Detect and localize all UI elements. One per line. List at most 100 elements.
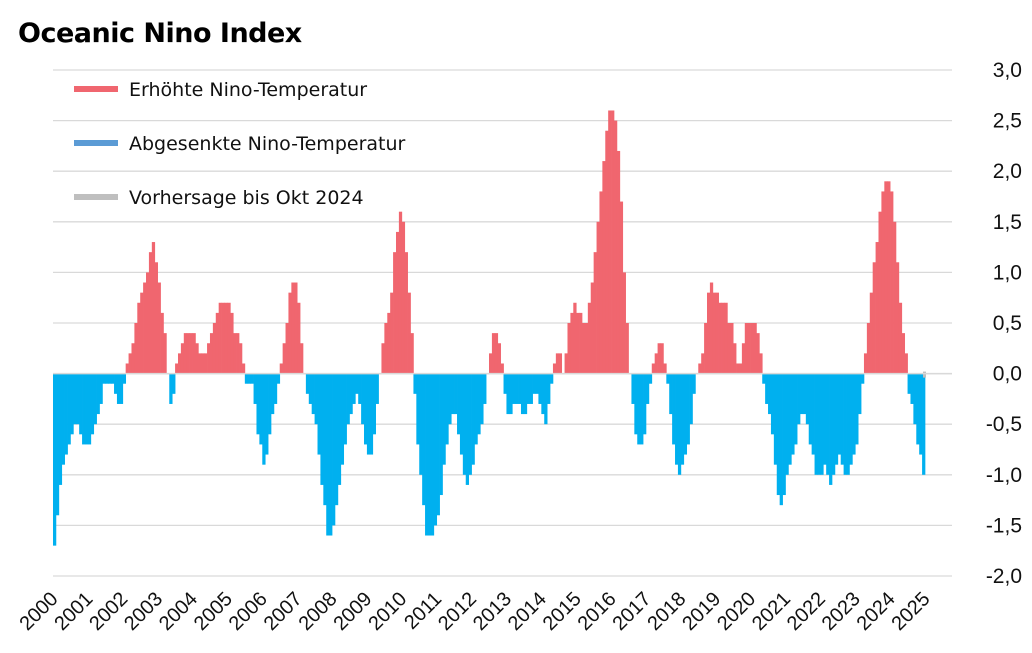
bar — [172, 373, 176, 394]
bar — [808, 373, 812, 445]
bar — [823, 373, 827, 465]
bar — [209, 333, 214, 374]
bar — [387, 312, 391, 374]
legend: Erhöhte Nino-Temperatur Abgesenkte Nino-T… — [74, 79, 406, 209]
bar — [276, 373, 281, 384]
bar — [884, 181, 888, 374]
bar — [413, 373, 417, 394]
bar — [858, 373, 862, 415]
bar — [448, 373, 452, 425]
bar — [750, 323, 754, 374]
bar — [582, 323, 586, 374]
bar — [70, 373, 74, 435]
bar — [785, 373, 789, 475]
bar — [829, 373, 833, 485]
bar — [192, 333, 196, 374]
bar — [654, 353, 658, 374]
bar — [224, 302, 228, 374]
y-tick-label: 1,0 — [993, 261, 1022, 284]
bar — [489, 353, 493, 374]
bar — [515, 373, 519, 404]
bar — [268, 373, 272, 435]
bar — [901, 333, 906, 374]
bar — [398, 211, 403, 374]
bar — [154, 262, 158, 374]
bar — [477, 373, 481, 435]
x-tick-label: 2018 — [643, 588, 690, 635]
bar — [770, 373, 775, 435]
bar — [430, 373, 435, 536]
bar — [718, 302, 722, 374]
bar — [558, 353, 563, 374]
y-tick-label: -1,0 — [986, 464, 1022, 487]
bar — [893, 221, 897, 374]
bar — [332, 373, 336, 526]
bar — [128, 353, 132, 374]
bar — [660, 343, 664, 374]
bar — [881, 191, 885, 374]
bar — [651, 363, 656, 374]
bar — [369, 373, 374, 455]
bar — [250, 373, 254, 384]
bar — [189, 333, 193, 374]
bar — [631, 373, 635, 404]
bar — [866, 323, 871, 374]
x-tick-label: 2003 — [120, 588, 167, 635]
bar — [834, 373, 839, 465]
bar — [587, 302, 592, 374]
bar — [802, 373, 807, 415]
bar — [96, 373, 100, 415]
gridlines — [53, 69, 952, 577]
bar — [555, 353, 560, 374]
bar — [887, 181, 891, 374]
bar — [788, 373, 792, 465]
bar — [55, 373, 60, 516]
bar — [846, 373, 850, 475]
bar — [143, 282, 147, 374]
bar — [427, 373, 432, 536]
bar — [663, 363, 667, 374]
bar — [239, 343, 243, 374]
bar — [425, 373, 429, 536]
bar — [791, 373, 795, 455]
bar — [131, 343, 135, 374]
bar — [843, 373, 847, 475]
bar — [567, 323, 571, 374]
bar — [704, 323, 708, 374]
bar — [334, 373, 339, 506]
x-tick-label: 2011 — [400, 588, 446, 634]
x-tick-label: 2001 — [50, 588, 97, 635]
bar — [404, 252, 408, 374]
bar — [584, 323, 589, 374]
x-tick-label: 2010 — [364, 588, 411, 635]
x-tick-label: 2014 — [504, 588, 551, 635]
bar — [111, 373, 115, 384]
x-tick-label: 2013 — [469, 588, 516, 635]
bar — [686, 373, 690, 445]
x-tick-label: 2015 — [539, 588, 586, 635]
bar — [337, 373, 342, 485]
bar — [207, 343, 211, 374]
bar — [355, 373, 359, 394]
bar — [61, 373, 65, 465]
bar — [317, 373, 321, 455]
bar — [509, 373, 513, 415]
bar — [90, 373, 95, 435]
bar — [273, 373, 278, 404]
bar — [323, 373, 327, 506]
bar — [393, 252, 397, 374]
bar — [244, 373, 249, 384]
bar — [381, 343, 385, 374]
bar — [759, 353, 763, 374]
bar — [116, 373, 121, 404]
bar — [305, 373, 310, 394]
bar — [689, 373, 693, 425]
forecast-bar — [923, 371, 926, 378]
x-tick-label: 2016 — [574, 588, 621, 635]
bar — [282, 343, 286, 374]
bar — [204, 353, 208, 374]
bar — [395, 231, 400, 374]
bar — [672, 373, 676, 445]
y-tick-label: 2,5 — [993, 110, 1022, 133]
x-tick-label: 2023 — [818, 588, 865, 635]
